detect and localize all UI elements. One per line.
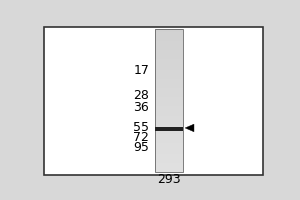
Bar [155,154,183,156]
Bar [155,98,183,100]
Bar [155,136,183,138]
Bar [155,84,183,86]
Bar [155,72,183,73]
Bar [155,97,183,98]
Bar [155,122,183,124]
Polygon shape [185,124,194,132]
Bar [155,109,183,111]
Bar [155,161,183,163]
Bar [155,34,183,36]
Text: 72: 72 [133,131,149,144]
Text: 36: 36 [133,101,149,114]
Text: 293: 293 [157,173,181,186]
Bar [155,127,183,131]
Bar [155,145,183,147]
Bar [155,43,183,45]
Bar [155,120,183,122]
Bar [155,104,183,106]
Bar [155,166,183,168]
Bar [155,38,183,39]
Bar [155,68,183,70]
Bar [155,100,183,102]
Bar [155,170,183,172]
Bar [155,149,183,150]
Bar [155,115,183,116]
Bar [155,102,183,104]
Bar [155,111,183,113]
Bar [155,45,183,47]
Bar [155,39,183,41]
Bar [155,32,183,34]
Bar [155,168,183,170]
Bar [155,73,183,75]
Bar [155,159,183,161]
Text: 17: 17 [133,64,149,77]
Bar [155,63,183,64]
Bar [155,81,183,82]
Bar [155,150,183,152]
Bar [155,93,183,95]
Bar [155,54,183,55]
Bar [155,79,183,81]
Bar [155,138,183,140]
Bar [155,141,183,143]
Bar [155,77,183,79]
Bar [155,75,183,77]
Bar [155,107,183,109]
Bar [155,127,183,129]
Text: 28: 28 [133,89,149,102]
Bar [155,124,183,125]
Bar [155,143,183,145]
Bar [155,55,183,57]
Bar [155,47,183,48]
Bar [155,30,183,32]
Text: 55: 55 [133,121,149,134]
Bar [155,64,183,66]
Bar [155,52,183,54]
Bar [155,29,183,172]
Bar [155,152,183,154]
Bar [155,82,183,84]
Bar [155,132,183,134]
Bar [155,95,183,97]
Text: 95: 95 [133,141,149,154]
Bar [155,91,183,93]
Bar [155,165,183,166]
Bar [155,89,183,91]
Bar [155,36,183,38]
Bar [155,118,183,120]
Bar [155,163,183,165]
Bar [155,116,183,118]
Bar [155,158,183,159]
Bar [155,29,183,30]
Bar [155,140,183,141]
Bar [155,129,183,131]
Bar [155,50,183,52]
Bar [155,88,183,89]
Bar [155,125,183,127]
Bar [155,131,183,132]
Bar [155,70,183,72]
Bar [155,134,183,136]
Bar [155,61,183,63]
Bar [155,66,183,68]
Bar [155,57,183,59]
Bar [155,113,183,115]
Bar [155,86,183,88]
Bar [155,156,183,158]
Bar [155,106,183,107]
Bar [155,48,183,50]
Bar [155,59,183,61]
Bar [155,147,183,149]
Bar [155,41,183,43]
